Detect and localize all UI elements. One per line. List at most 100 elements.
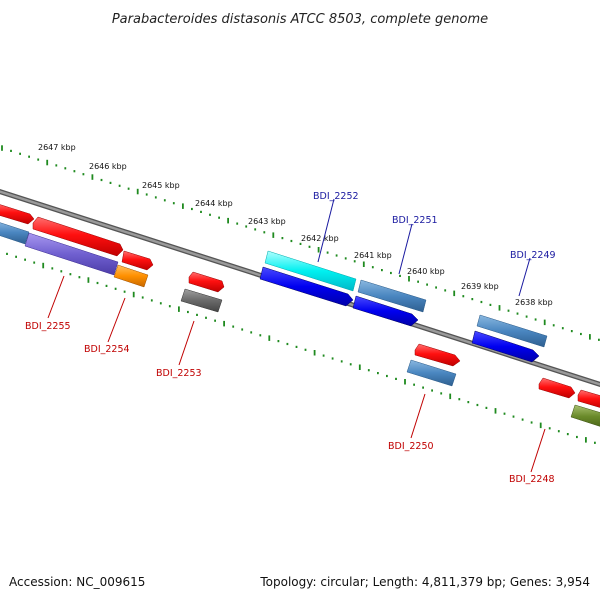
gene-label-group-top: BDI_2252 BDI_2251 BDI_2249 [313, 191, 556, 297]
major-tick [132, 291, 135, 298]
gene-arrow[interactable] [352, 295, 419, 327]
gene-label[interactable]: BDI_2249 [510, 250, 556, 261]
minor-tick [6, 252, 8, 255]
gene-arrow[interactable] [259, 266, 354, 307]
minor-tick [259, 334, 262, 337]
minor-tick [96, 281, 99, 285]
gene-block[interactable] [113, 264, 149, 288]
gene-label[interactable]: BDI_2251 [392, 215, 438, 226]
minor-tick [299, 242, 302, 245]
gene-arrow[interactable] [471, 330, 540, 363]
minor-tick [19, 152, 21, 155]
minor-tick [277, 340, 280, 343]
gene-arrow[interactable] [121, 250, 154, 271]
gene-block[interactable] [180, 288, 223, 313]
minor-tick [552, 324, 555, 327]
minor-tick [458, 398, 461, 401]
minor-tick [344, 257, 347, 260]
gene-block[interactable] [357, 279, 427, 313]
minor-tick [154, 196, 157, 199]
minor-tick [290, 239, 293, 243]
minor-tick [308, 245, 311, 248]
minor-tick [236, 222, 239, 225]
gene-block[interactable] [264, 250, 357, 292]
gene-arrow[interactable] [414, 343, 461, 367]
minor-tick [114, 287, 117, 290]
minor-tick [28, 155, 30, 158]
major-tick [362, 261, 365, 267]
minor-tick [422, 386, 424, 389]
major-tick [404, 379, 406, 385]
major-tick [589, 334, 591, 340]
gene-arrow[interactable] [188, 271, 225, 293]
minor-tick [467, 401, 470, 404]
minor-tick [426, 283, 428, 286]
major-tick [182, 203, 184, 209]
minor-tick [281, 237, 284, 240]
major-tick [136, 188, 139, 195]
minor-tick [326, 251, 329, 254]
major-tick [227, 217, 229, 224]
gene-label-group-bottom: BDI_2255 BDI_2254 BDI_2253 BDI_2250 BDI_… [25, 275, 555, 485]
kbp-label: 2647 kbp [38, 143, 76, 152]
major-tick [543, 319, 546, 326]
gene-label[interactable]: BDI_2252 [313, 191, 359, 202]
minor-tick [172, 202, 175, 205]
gene-label[interactable]: BDI_2255 [25, 321, 71, 332]
minor-tick [462, 295, 465, 298]
minor-tick [444, 289, 447, 292]
minor-tick [141, 296, 144, 299]
major-tick [91, 174, 94, 180]
minor-tick [367, 369, 370, 372]
major-tick [178, 306, 180, 312]
gene-label[interactable]: BDI_2248 [509, 474, 555, 485]
gene-arrow[interactable] [0, 203, 35, 225]
gene-block[interactable] [476, 314, 548, 348]
minor-tick [570, 330, 573, 333]
minor-tick [286, 342, 289, 346]
minor-tick [245, 225, 248, 228]
kbp-label: 2646 kbp [89, 162, 127, 171]
minor-tick [60, 270, 63, 273]
major-tick [42, 262, 45, 269]
minor-tick [566, 433, 569, 436]
minor-tick [594, 441, 596, 444]
gene-arrow[interactable] [32, 216, 124, 257]
major-tick [46, 159, 49, 166]
gene-label[interactable]: BDI_2254 [84, 344, 130, 355]
kbp-label: 2642 kbp [301, 234, 339, 243]
minor-tick [263, 231, 266, 234]
gene-block[interactable] [0, 221, 30, 245]
minor-tick [431, 389, 433, 392]
accession-text: Accession: NC_009615 [9, 575, 145, 589]
major-tick [87, 277, 90, 283]
minor-tick [191, 207, 193, 211]
major-tick [585, 437, 587, 443]
minor-tick [471, 298, 474, 301]
minor-tick [159, 302, 162, 305]
minor-tick [118, 184, 121, 187]
kbp-label: 2643 kbp [248, 217, 286, 226]
gene-block[interactable] [406, 359, 457, 387]
minor-tick [196, 313, 198, 316]
gene-block[interactable] [570, 404, 600, 428]
minor-tick [371, 266, 374, 269]
minor-tick [395, 377, 397, 380]
gene-block[interactable] [24, 232, 119, 276]
major-tick [498, 305, 501, 311]
minor-tick [503, 412, 506, 415]
gene-label[interactable]: BDI_2253 [156, 368, 202, 379]
minor-tick [561, 327, 564, 330]
major-tick [223, 320, 225, 327]
kbp-label: 2641 kbp [354, 251, 392, 260]
minor-tick [78, 276, 81, 279]
major-tick [494, 408, 497, 414]
minor-tick [349, 363, 352, 366]
minor-tick [507, 309, 510, 312]
minor-tick [241, 328, 244, 331]
gene-arrow[interactable] [577, 389, 600, 409]
minor-tick [489, 303, 492, 306]
gene-arrow[interactable] [538, 377, 576, 399]
kbp-label: 2645 kbp [142, 181, 180, 190]
gene-label[interactable]: BDI_2250 [388, 441, 434, 452]
